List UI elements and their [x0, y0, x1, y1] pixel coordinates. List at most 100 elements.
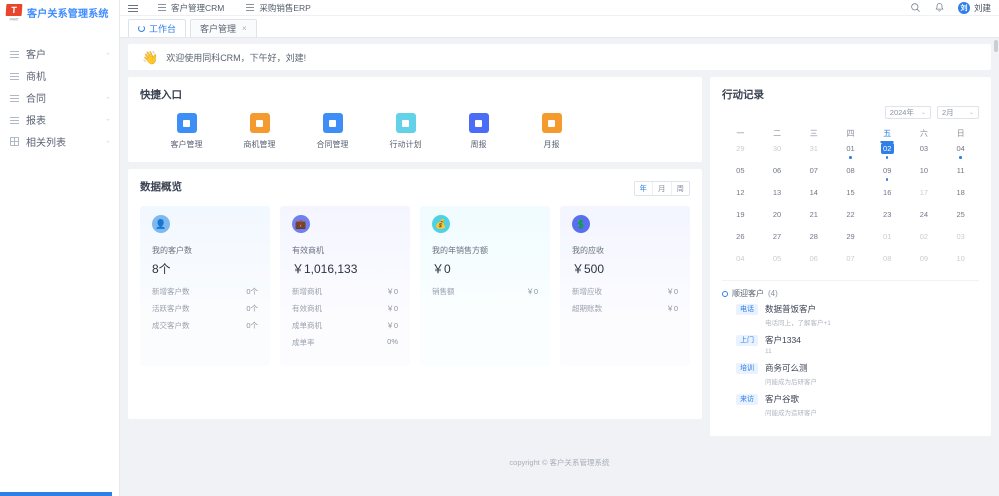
hamburger-icon[interactable] [128, 4, 138, 12]
data-overview-header: 数据概览 年 月 周 [140, 179, 690, 198]
topnav-label: 客户管理CRM [171, 2, 225, 13]
brand[interactable]: T 同科软件 客户关系管理系统 [0, 2, 119, 22]
calendar-day[interactable]: 26 [722, 231, 759, 253]
calendar-day[interactable]: 04 [722, 253, 759, 275]
tab-customer-management[interactable]: 客户管理 × [190, 19, 257, 37]
calendar-day-number: 06 [772, 166, 782, 175]
calendar-day[interactable]: 29 [722, 143, 759, 165]
stat-row: 成单率 0% [292, 337, 398, 348]
calendar-day[interactable]: 10 [906, 165, 943, 187]
content-scroll-area: 👋 欢迎使用同科CRM，下午好，刘建! 快捷入口 客户管理 [120, 38, 999, 496]
calendar-day-number: 13 [772, 188, 782, 197]
stat-row-value: ￥0 [526, 287, 538, 296]
sidebar-horizontal-scrollbar[interactable] [0, 492, 112, 496]
calendar-day[interactable]: 06 [795, 253, 832, 275]
quick-entry-opportunity[interactable]: 商机管理 [223, 113, 296, 150]
todo-item[interactable]: 来访 客户谷歌 问能成为造研客户 [736, 393, 979, 417]
bell-icon[interactable] [934, 2, 945, 13]
calendar-day[interactable]: 15 [832, 187, 869, 209]
range-option-month[interactable]: 月 [653, 182, 672, 195]
calendar-grid: 29 30 31 01 02 03 04 05 06 07 08 09 10 11 12 13 14 15 16 17… [722, 143, 979, 275]
calendar-day[interactable]: 29 [832, 231, 869, 253]
todo-item-body: 数据普饭客户 电话同上，了解客户+1 [765, 303, 831, 327]
calendar-day[interactable]: 30 [759, 143, 796, 165]
topnav-item-erp[interactable]: 采购销售ERP [246, 2, 311, 14]
search-icon[interactable] [910, 2, 921, 13]
calendar-day[interactable]: 19 [722, 209, 759, 231]
calendar-day[interactable]: 27 [759, 231, 796, 253]
stat-card-my-customers: 👤 我的客户数 8个 新增客户数 0个 活跃客户数 0个 [140, 206, 270, 366]
user-menu[interactable]: 刘 刘建 [957, 1, 991, 14]
calendar-day[interactable]: 07 [832, 253, 869, 275]
todo-item[interactable]: 电话 数据普饭客户 电话同上，了解客户+1 [736, 303, 979, 327]
quick-entry-monthly-report[interactable]: 月报 [515, 113, 588, 150]
topnav-item-crm[interactable]: 客户管理CRM [158, 2, 224, 14]
tab-workbench[interactable]: 工作台 [128, 19, 187, 37]
calendar-day-number: 20 [772, 210, 782, 219]
sidebar-item-opportunity[interactable]: 商机 [0, 64, 119, 86]
stat-row: 成单商机 ￥0 [292, 320, 398, 331]
content-scrollbar[interactable] [994, 40, 998, 52]
weekday-label-selected: 五 [869, 125, 906, 143]
calendar-day[interactable]: 05 [759, 253, 796, 275]
month-select[interactable]: 2月 ⌄ [937, 106, 979, 119]
calendar-day[interactable]: 31 [795, 143, 832, 165]
calendar-day[interactable]: 03 [906, 143, 943, 165]
wave-hand-icon: 👋 [142, 49, 159, 65]
calendar-day[interactable]: 09 [869, 165, 906, 187]
calendar-day[interactable]: 22 [832, 209, 869, 231]
calendar-day[interactable]: 08 [832, 165, 869, 187]
calendar-day[interactable]: 05 [722, 165, 759, 187]
calendar-day[interactable]: 07 [795, 165, 832, 187]
sidebar-item-customer[interactable]: 客户 ⌄ [0, 42, 119, 64]
todo-item[interactable]: 上门 客户1334 11 [736, 334, 979, 355]
calendar-day[interactable]: 16 [869, 187, 906, 209]
calendar-day[interactable]: 10 [942, 253, 979, 275]
calendar-day[interactable]: 03 [942, 231, 979, 253]
range-option-week[interactable]: 周 [671, 182, 689, 195]
calendar-day[interactable]: 04 [942, 143, 979, 165]
stat-row-label: 成交客户数 [152, 321, 190, 330]
stat-row-value: 0个 [246, 304, 258, 313]
calendar-day[interactable]: 08 [869, 253, 906, 275]
year-select[interactable]: 2024年 ⌄ [884, 106, 931, 119]
stat-card-row: 👤 我的客户数 8个 新增客户数 0个 活跃客户数 0个 [140, 206, 690, 366]
range-option-year[interactable]: 年 [634, 182, 653, 195]
quick-entry-customer[interactable]: 客户管理 [150, 113, 223, 150]
calendar-day[interactable]: 20 [759, 209, 796, 231]
calendar-day[interactable]: 24 [906, 209, 943, 231]
todo-header: 顺迎客户 (4) [722, 280, 979, 299]
calendar-day-number: 26 [736, 232, 745, 241]
calendar-day[interactable]: 14 [795, 187, 832, 209]
chevron-down-icon: ⌄ [105, 138, 111, 145]
calendar-day[interactable]: 06 [759, 165, 796, 187]
calendar-day-number: 19 [736, 210, 745, 219]
stat-row: 有效商机 ￥0 [292, 303, 398, 314]
calendar-day[interactable]: 09 [906, 253, 943, 275]
calendar-day[interactable]: 13 [759, 187, 796, 209]
sidebar-item-related-list[interactable]: 相关列表 ⌄ [0, 130, 119, 152]
sidebar-item-report[interactable]: 报表 ⌄ [0, 108, 119, 130]
calendar-day[interactable]: 28 [795, 231, 832, 253]
calendar-day[interactable]: 12 [722, 187, 759, 209]
calendar-day[interactable]: 17 [906, 187, 943, 209]
calendar-day[interactable]: 25 [942, 209, 979, 231]
calendar-day-number: 09 [919, 254, 929, 263]
contract-icon [322, 113, 343, 133]
calendar-day[interactable]: 21 [795, 209, 832, 231]
calendar-day-number: 24 [919, 210, 929, 219]
quick-entry-contract[interactable]: 合同管理 [296, 113, 369, 150]
todo-item[interactable]: 培训 商务可么测 问能成为后研客户 [736, 362, 979, 386]
calendar-day[interactable]: 02 [906, 231, 943, 253]
quick-entry-plan[interactable]: 行动计划 [369, 113, 442, 150]
calendar-day-selected[interactable]: 02 [869, 143, 906, 165]
calendar-day[interactable]: 18 [942, 187, 979, 209]
calendar-day[interactable]: 01 [832, 143, 869, 165]
calendar-day[interactable]: 01 [869, 231, 906, 253]
calendar-day[interactable]: 11 [942, 165, 979, 187]
close-icon[interactable]: × [242, 24, 247, 33]
calendar-day-number: 29 [846, 232, 855, 241]
sidebar-item-contract[interactable]: 合同 ⌄ [0, 86, 119, 108]
quick-entry-weekly-report[interactable]: 周报 [442, 113, 515, 150]
calendar-day[interactable]: 23 [869, 209, 906, 231]
